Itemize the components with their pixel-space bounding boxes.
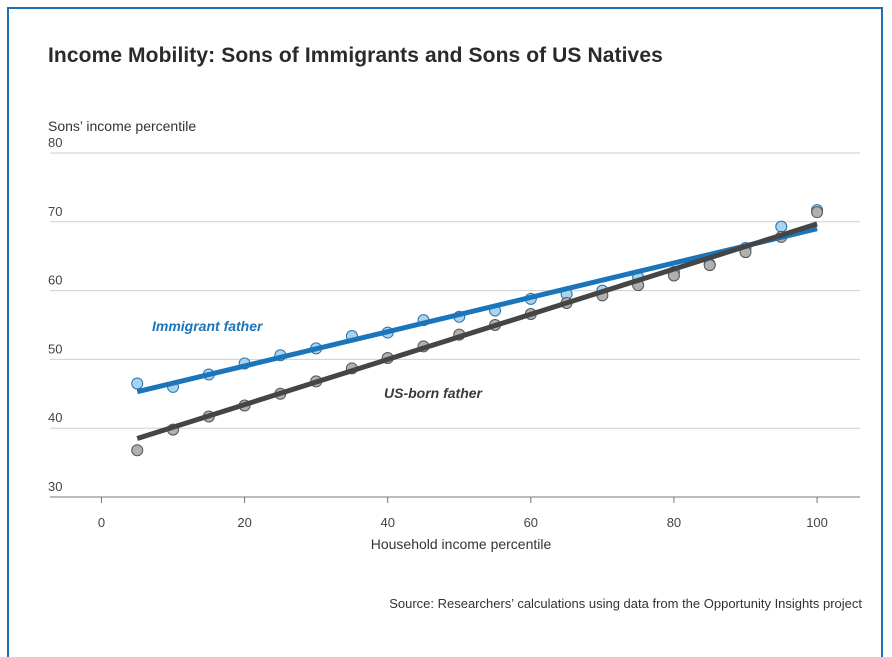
us-born-father-point bbox=[131, 444, 144, 457]
immigrant-father-point bbox=[775, 220, 788, 233]
immigrant-father-trend-line bbox=[136, 226, 818, 395]
chart-title: Income Mobility: Sons of Immigrants and … bbox=[48, 44, 663, 67]
y-tick-label: 40 bbox=[48, 410, 62, 425]
x-axis-label: Household income percentile bbox=[370, 536, 552, 552]
immigrant-father-label: Immigrant father bbox=[152, 318, 264, 334]
x-tick-label: 20 bbox=[237, 515, 251, 530]
chart-frame bbox=[7, 7, 883, 657]
us-born-father-point bbox=[811, 206, 824, 219]
y-tick-label: 30 bbox=[48, 479, 62, 494]
x-tick-label: 80 bbox=[667, 515, 681, 530]
y-axis-label: Sons’ income percentile bbox=[48, 118, 197, 134]
y-tick-label: 60 bbox=[48, 273, 62, 288]
x-tick-label: 100 bbox=[806, 515, 828, 530]
us-born-father-trend-line bbox=[136, 221, 818, 441]
immigrant-father-point bbox=[131, 377, 144, 390]
x-tick-label: 60 bbox=[524, 515, 538, 530]
y-tick-label: 70 bbox=[48, 204, 62, 219]
x-tick-label: 40 bbox=[380, 515, 394, 530]
us-born-father-label: US-born father bbox=[384, 385, 484, 401]
x-tick-label: 0 bbox=[98, 515, 105, 530]
source-note: Source: Researchers’ calculations using … bbox=[389, 596, 862, 611]
y-tick-label: 50 bbox=[48, 341, 62, 356]
y-tick-label: 80 bbox=[48, 135, 62, 150]
scatter-plot: 30 40 50 60 70 80 0 20 40 60 80 100 Immigrant father… bbox=[48, 135, 860, 530]
